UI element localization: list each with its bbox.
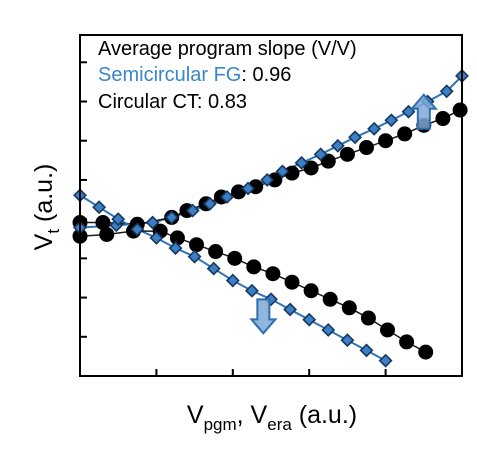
marker-fg_erase [111, 212, 126, 227]
x-label-v1: V [187, 401, 204, 429]
marker-fg_program [348, 130, 362, 145]
marker-fg_erase [321, 323, 336, 337]
marker-fg_erase [92, 200, 107, 215]
marker-fg_program [294, 155, 309, 170]
marker-fg_erase [359, 343, 374, 358]
marker-ct_program [378, 133, 394, 149]
x-axis-label: Vpgm, Vera (a.u.) [187, 401, 357, 434]
marker-ct_erase [303, 283, 319, 299]
plot-frame [79, 34, 463, 377]
y-label-v: V [30, 233, 58, 250]
marker-ct_program [320, 153, 336, 169]
marker-fg_erase [264, 292, 278, 307]
marker-ct_program [95, 215, 111, 231]
annotation-ct: Circular CT: 0.83 [98, 91, 247, 113]
marker-fg_program [330, 138, 345, 153]
annotation-fg: Semicircular FG: 0.96 [98, 64, 291, 86]
marker-ct_program [359, 140, 374, 156]
marker-ct_erase [227, 250, 243, 266]
trend-arrows [249, 93, 438, 335]
marker-fg_program [145, 215, 160, 230]
marker-fg_program [260, 172, 275, 187]
arrow-down [249, 298, 278, 335]
annotation-fg-name: Semicircular FG [98, 64, 241, 86]
marker-fg_program [275, 164, 290, 179]
y-axis-label: Vt (a.u.) [30, 164, 63, 251]
y-label-unit: (a.u.) [30, 164, 58, 229]
marker-fg_erase [225, 273, 240, 288]
marker-ct_erase [284, 274, 300, 290]
marker-fg_program [439, 84, 454, 99]
annotation-ct-name: Circular CT [98, 91, 199, 113]
marker-fg_program [401, 104, 416, 119]
marker-fg_program [367, 121, 382, 136]
marker-fg_program [202, 196, 217, 211]
marker-ct_erase [189, 237, 205, 253]
marker-ct_erase [322, 291, 338, 307]
marker-fg_erase [130, 222, 145, 237]
marker-ct_erase [360, 310, 376, 326]
marker-ct_erase [341, 300, 357, 316]
marker-ct_program [303, 160, 319, 176]
marker-ct_program [284, 165, 300, 181]
marker-ct_erase [380, 322, 396, 338]
marker-fg_program [241, 181, 256, 196]
marker-ct_program [397, 126, 413, 142]
data-markers [72, 68, 469, 368]
marker-fg_erase [283, 302, 298, 317]
annotation-ct-value: : 0.83 [197, 91, 247, 113]
x-label-sep: , V [237, 401, 268, 429]
marker-ct_erase [418, 344, 434, 360]
marker-fg_erase [302, 312, 317, 327]
marker-fg_erase [187, 249, 202, 264]
y-label-t-sub: t [44, 229, 63, 234]
arrow-up [409, 93, 438, 130]
marker-ct_erase [399, 334, 415, 350]
marker-fg_erase [206, 261, 221, 276]
marker-ct_erase [265, 266, 281, 282]
marker-fg_erase [149, 230, 164, 245]
annotation-header: Average program slope (V/V) [98, 38, 357, 60]
marker-ct_program [452, 102, 468, 118]
marker-ct_program [339, 146, 355, 162]
x-label-pgm-sub: pgm [204, 415, 237, 434]
marker-fg_program [384, 113, 399, 128]
marker-ct_erase [246, 259, 262, 275]
marker-fg_erase [244, 283, 259, 298]
marker-fg_erase [378, 353, 393, 368]
axis-ticks [80, 61, 387, 376]
marker-fg_program [313, 147, 328, 162]
marker-ct_program [267, 172, 283, 188]
marker-fg_program [164, 210, 179, 225]
x-label-era-sub: era [267, 415, 292, 434]
marker-fg_erase [168, 241, 183, 256]
marker-fg_program [220, 190, 235, 204]
marker-ct_erase [208, 244, 224, 260]
marker-ct_program [435, 111, 451, 127]
marker-ct_erase [99, 226, 115, 242]
annotation-fg-value: : 0.96 [241, 64, 291, 86]
x-label-unit: (a.u.) [292, 401, 357, 429]
marker-ct_erase [169, 230, 185, 246]
marker-fg_erase [340, 333, 355, 348]
marker-fg_program [185, 203, 200, 218]
